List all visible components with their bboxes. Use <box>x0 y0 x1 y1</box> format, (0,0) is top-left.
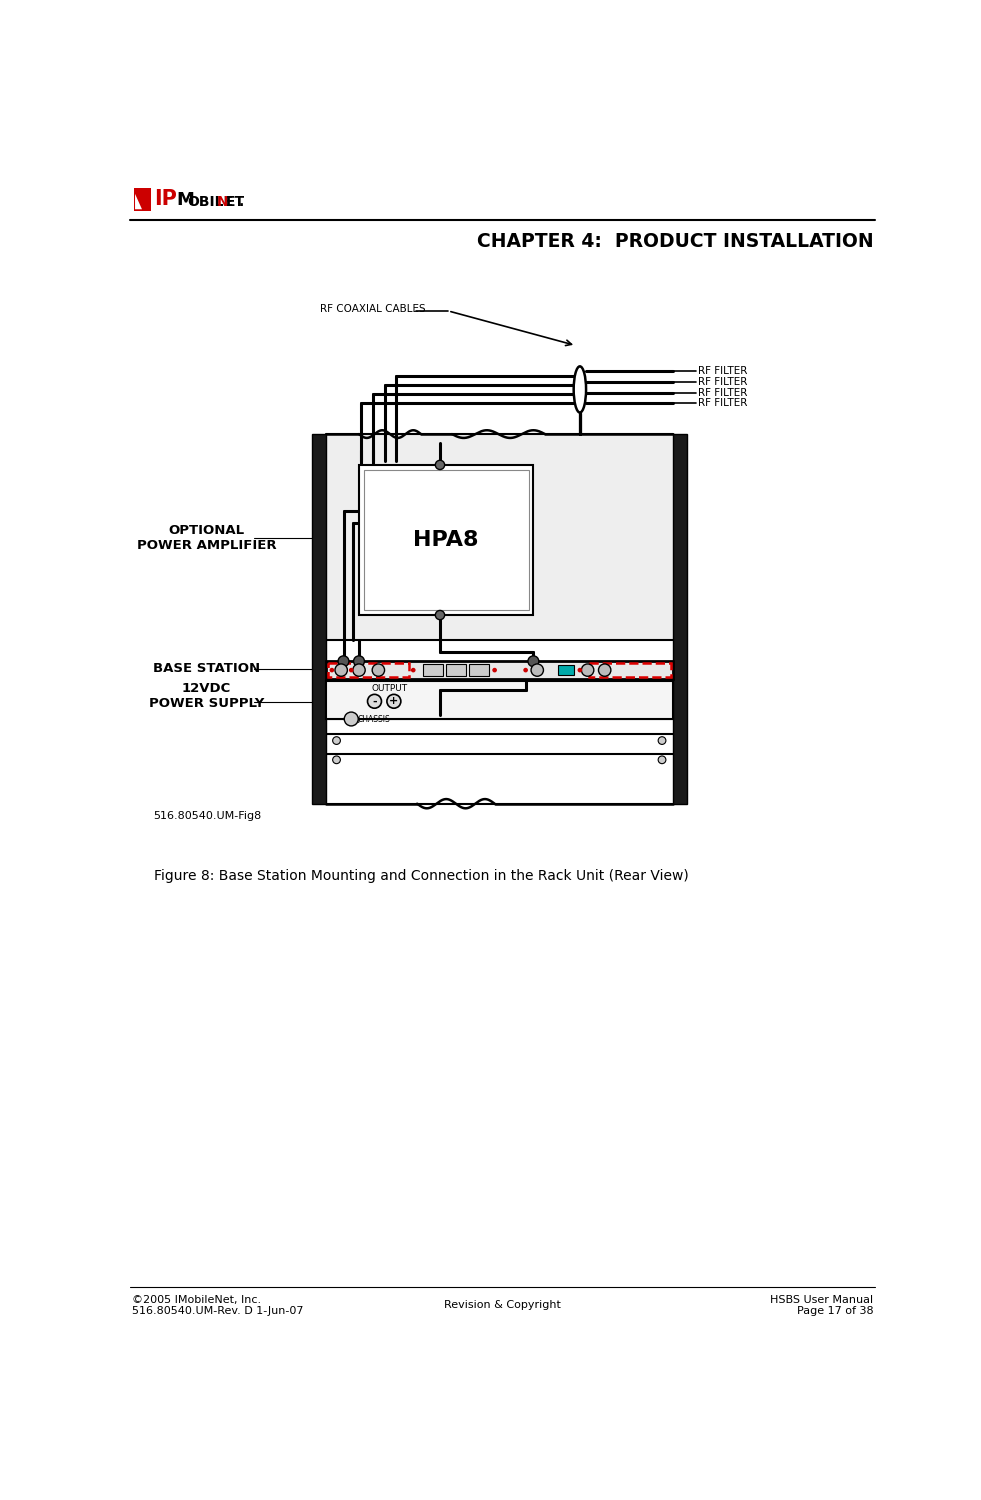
Text: HPA8: HPA8 <box>413 530 479 550</box>
Text: BASE STATION: BASE STATION <box>153 663 260 675</box>
Bar <box>326 662 673 680</box>
Text: N: N <box>217 195 229 210</box>
Bar <box>423 664 442 676</box>
Bar <box>326 433 673 640</box>
Circle shape <box>387 694 401 708</box>
Bar <box>558 664 574 675</box>
Text: RF COAXIAL CABLES: RF COAXIAL CABLES <box>320 304 426 315</box>
Circle shape <box>531 664 543 676</box>
Text: Revision & Copyright: Revision & Copyright <box>444 1300 561 1311</box>
Text: rh: rh <box>349 716 361 724</box>
Ellipse shape <box>574 366 586 413</box>
Circle shape <box>411 668 416 672</box>
Bar <box>326 681 673 718</box>
Circle shape <box>353 656 364 666</box>
Text: .: . <box>239 195 244 210</box>
Text: OBILE: OBILE <box>187 195 233 210</box>
Circle shape <box>372 664 385 676</box>
Text: CHAPTER 4:  PRODUCT INSTALLATION: CHAPTER 4: PRODUCT INSTALLATION <box>477 232 874 252</box>
Bar <box>134 188 151 211</box>
Text: ET: ET <box>226 195 245 210</box>
Bar <box>364 470 529 610</box>
Circle shape <box>335 664 347 676</box>
Text: 516.80540.UM-Rev. D 1-Jun-07: 516.80540.UM-Rev. D 1-Jun-07 <box>131 1305 303 1316</box>
Circle shape <box>330 668 335 672</box>
Text: 12VDC
POWER SUPPLY: 12VDC POWER SUPPLY <box>149 682 264 709</box>
Text: OUTPUT: OUTPUT <box>372 684 408 693</box>
Circle shape <box>658 756 666 764</box>
Circle shape <box>492 668 497 672</box>
Text: 516.80540.UM-Fig8: 516.80540.UM-Fig8 <box>154 812 262 822</box>
Bar <box>469 664 490 676</box>
Bar <box>328 663 409 678</box>
Circle shape <box>333 756 340 764</box>
Bar <box>359 465 534 615</box>
Circle shape <box>582 664 594 676</box>
Circle shape <box>368 694 382 708</box>
Text: RF FILTER: RF FILTER <box>698 387 748 398</box>
Text: Figure 8: Base Station Mounting and Connection in the Rack Unit (Rear View): Figure 8: Base Station Mounting and Conn… <box>154 868 689 883</box>
Circle shape <box>578 668 582 672</box>
Circle shape <box>436 460 444 470</box>
Text: Page 17 of 38: Page 17 of 38 <box>797 1305 874 1316</box>
Circle shape <box>523 668 528 672</box>
Bar <box>590 663 671 678</box>
Text: ©2005 IMobileNet, Inc.: ©2005 IMobileNet, Inc. <box>131 1294 261 1305</box>
Text: IP: IP <box>154 189 178 210</box>
Text: +: + <box>389 696 398 706</box>
Circle shape <box>528 656 539 666</box>
Text: OPTIONAL
POWER AMPLIFIER: OPTIONAL POWER AMPLIFIER <box>136 524 276 552</box>
Bar <box>445 664 466 676</box>
Circle shape <box>353 664 365 676</box>
Polygon shape <box>135 194 142 210</box>
Circle shape <box>436 610 444 620</box>
Text: RF FILTER: RF FILTER <box>698 376 748 387</box>
Bar <box>673 433 687 804</box>
Circle shape <box>344 712 358 726</box>
Text: -: - <box>372 696 377 706</box>
Text: RF FILTER: RF FILTER <box>698 366 748 376</box>
Text: M: M <box>177 192 194 210</box>
Text: RF FILTER: RF FILTER <box>698 399 748 408</box>
Circle shape <box>598 664 611 676</box>
Text: CHASSIS: CHASSIS <box>358 716 390 724</box>
Bar <box>312 433 326 804</box>
Circle shape <box>333 736 340 744</box>
Circle shape <box>349 668 353 672</box>
Circle shape <box>338 656 349 666</box>
Circle shape <box>658 736 666 744</box>
Text: HSBS User Manual: HSBS User Manual <box>770 1294 874 1305</box>
